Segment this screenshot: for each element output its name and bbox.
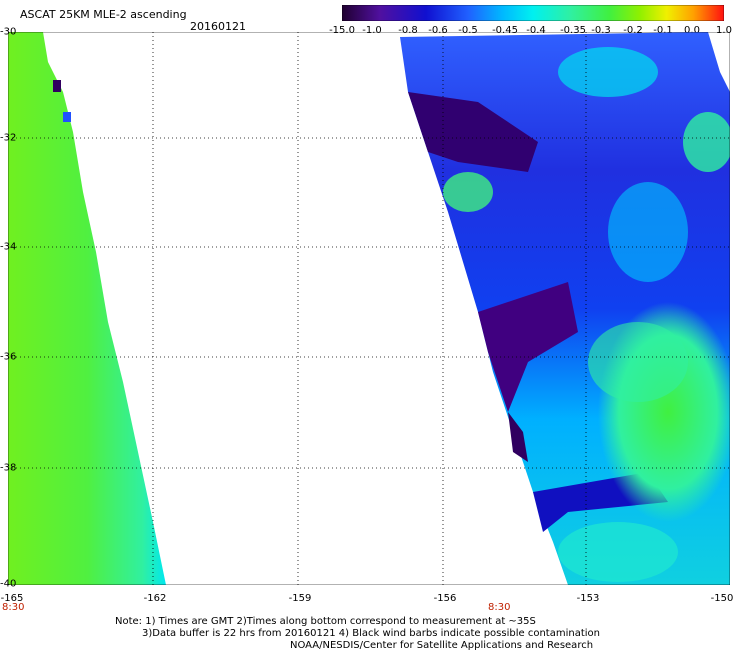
lat-label: -36	[0, 351, 17, 363]
data-pixel	[63, 112, 71, 122]
lon-label: -165	[0, 593, 24, 604]
note-line-3: NOAA/NESDIS/Center for Satellite Applica…	[290, 640, 594, 651]
colorbar-label: -0.35	[560, 25, 586, 36]
lat-label: -34	[0, 241, 17, 253]
colorbar-label: -0.3	[591, 25, 611, 36]
colorbar-label: -0.6	[428, 25, 448, 36]
note-line-1: Note: 1) Times are GMT 2)Times along bot…	[115, 616, 536, 627]
lon-label: -156	[433, 593, 457, 604]
colorbar-label: -1.0	[362, 25, 382, 36]
note-line-2: 3)Data buffer is 22 hrs from 20160121 4)…	[142, 628, 600, 639]
lon-label: -150	[710, 593, 734, 604]
low-speed-patch	[508, 412, 528, 462]
lat-label: -38	[0, 462, 17, 474]
colorbar-label: -0.1	[653, 25, 673, 36]
lon-label: -162	[143, 593, 167, 604]
time-label: 8:30	[488, 602, 511, 613]
colorbar-label: -0.2	[623, 25, 643, 36]
colorbar-label: 0.0	[684, 25, 700, 36]
colorbar-labels: -15.0 -1.0 -0.8 -0.6 -0.5 -0.45 -0.4 -0.…	[329, 25, 740, 39]
moderate-speed-area	[558, 47, 658, 97]
lon-label: -153	[576, 593, 600, 604]
high-speed-area	[443, 172, 493, 212]
low-speed-patch	[408, 92, 538, 172]
map-date: 20160121	[190, 20, 246, 33]
colorbar-label: -15.0	[329, 25, 355, 36]
data-pixel	[53, 80, 61, 92]
low-speed-patch	[478, 282, 578, 412]
left-swath	[8, 32, 166, 585]
lon-label: -159	[288, 593, 312, 604]
colorbar	[342, 5, 724, 21]
colorbar-label: -0.4	[526, 25, 546, 36]
map-plot	[8, 32, 730, 585]
high-speed-area	[683, 112, 730, 172]
high-speed-area	[588, 322, 688, 402]
moderate-speed-area	[558, 522, 678, 582]
moderate-speed-area	[608, 182, 688, 282]
lat-label: -40	[0, 578, 17, 590]
colorbar-label: -0.8	[398, 25, 418, 36]
colorbar-label: 1.0	[716, 25, 732, 36]
colorbar-label: -0.45	[492, 25, 518, 36]
graticule	[8, 32, 730, 585]
lat-label: -32	[0, 132, 17, 144]
time-label: 8:30	[2, 602, 25, 613]
lat-label: -30	[0, 26, 17, 38]
colorbar-label: -0.5	[458, 25, 478, 36]
map-title: ASCAT 25KM MLE-2 ascending	[20, 8, 187, 21]
